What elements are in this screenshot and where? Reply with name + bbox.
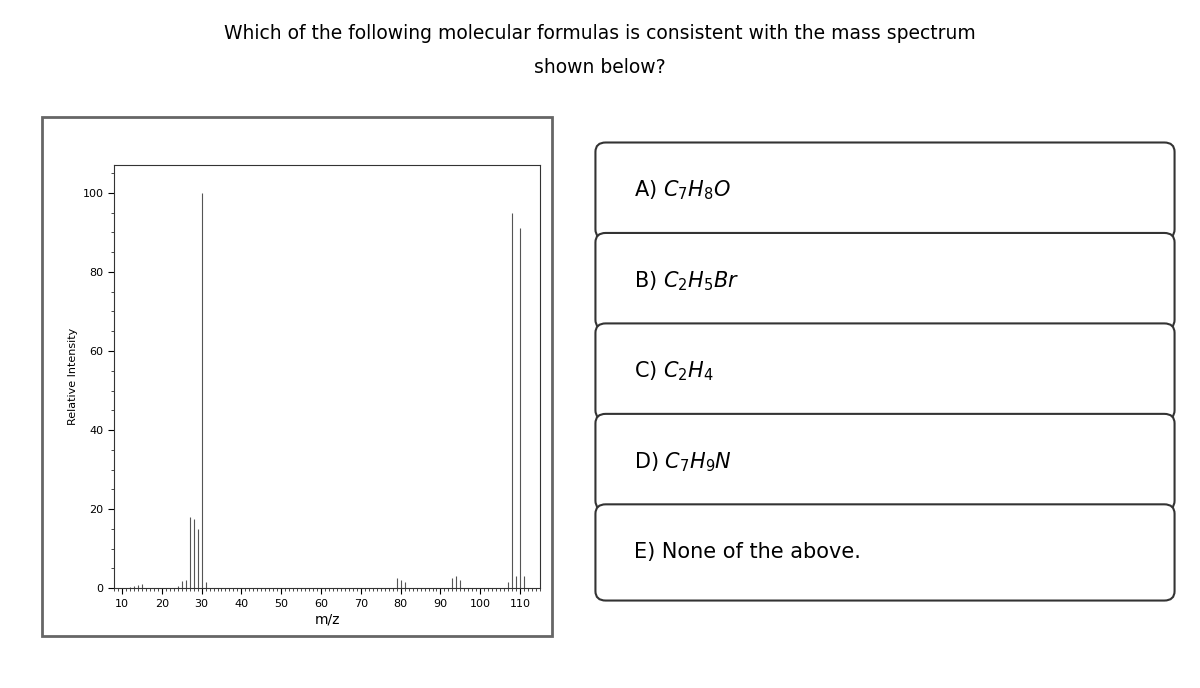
- Text: Which of the following molecular formulas is consistent with the mass spectrum: Which of the following molecular formula…: [224, 24, 976, 43]
- FancyBboxPatch shape: [595, 233, 1175, 329]
- Text: C) $C_2H_4$: C) $C_2H_4$: [635, 360, 714, 383]
- FancyBboxPatch shape: [595, 323, 1175, 420]
- Text: shown below?: shown below?: [534, 58, 666, 78]
- FancyBboxPatch shape: [595, 504, 1175, 601]
- Text: D) $C_7H_9N$: D) $C_7H_9N$: [635, 450, 732, 474]
- Text: E) None of the above.: E) None of the above.: [635, 542, 862, 562]
- Y-axis label: Relative Intensity: Relative Intensity: [68, 328, 78, 425]
- FancyBboxPatch shape: [595, 414, 1175, 510]
- X-axis label: m/z: m/z: [314, 613, 340, 627]
- FancyBboxPatch shape: [595, 142, 1175, 239]
- Text: A) $C_7H_8O$: A) $C_7H_8O$: [635, 179, 731, 202]
- Text: B) $C_2H_5Br$: B) $C_2H_5Br$: [635, 269, 739, 293]
